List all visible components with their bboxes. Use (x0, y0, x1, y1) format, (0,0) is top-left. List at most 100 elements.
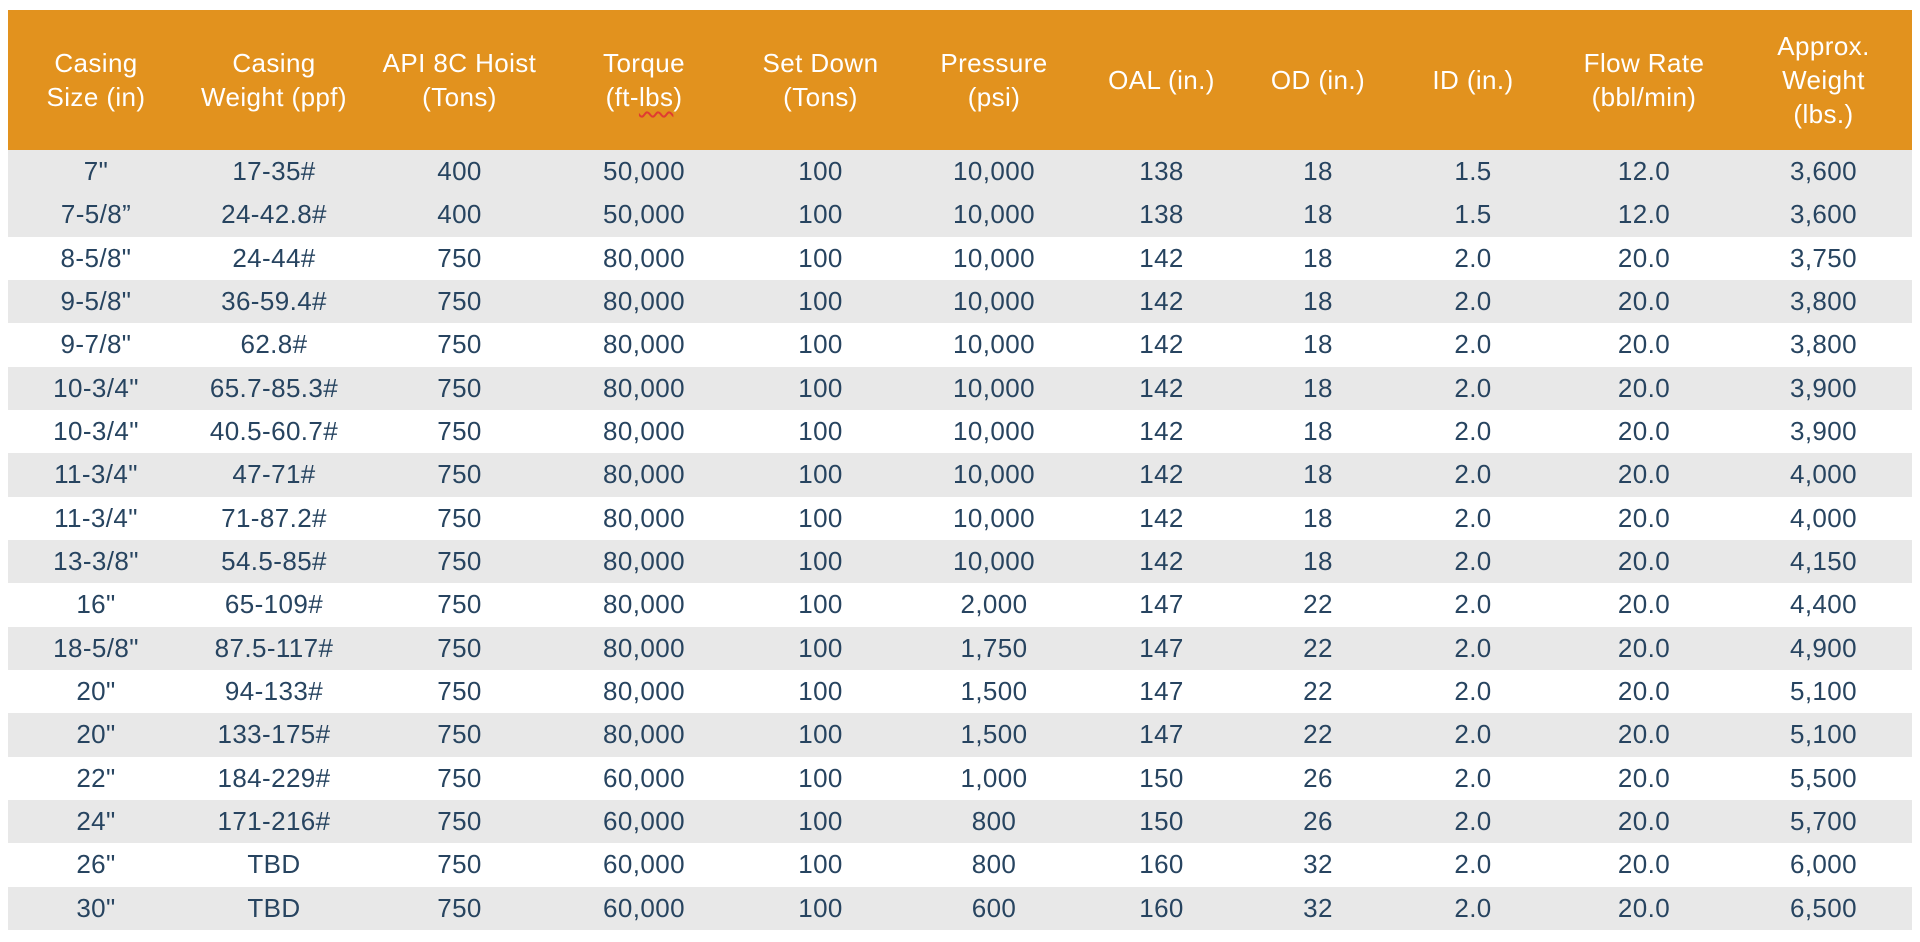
cell-casing-weight: TBD (184, 843, 364, 887)
cell-od: 18 (1243, 409, 1393, 454)
cell-od: 18 (1243, 150, 1393, 194)
cell-casing-weight: 65.7-85.3# (184, 366, 364, 410)
cell-approx-weight: 3,800 (1735, 323, 1912, 367)
cell-torque: 80,000 (555, 539, 733, 584)
column-header-line: API 8C Hoist (382, 48, 537, 78)
cell-casing-size: 13-3/8" (8, 539, 184, 584)
cell-torque: 60,000 (555, 886, 733, 930)
cell-casing-weight: 24-44# (184, 236, 364, 280)
cell-approx-weight: 6,000 (1735, 843, 1912, 887)
cell-set-down: 100 (733, 799, 908, 844)
cell-id: 2.0 (1393, 886, 1553, 930)
cell-set-down: 100 (733, 583, 908, 627)
table-row: 9-7/8" 62.8# 750 80,000 100 10,000 142 18 2.0 20.… (8, 323, 1912, 367)
table-row: 30" TBD 750 60,000 100 600 160 32 2.0 20.0 6,500 (8, 886, 1912, 930)
spellcheck-underlined-word: lbs (638, 82, 674, 112)
column-header-line: (bbl/min) (1591, 82, 1697, 112)
cell-od: 22 (1243, 583, 1393, 627)
cell-set-down: 100 (733, 193, 908, 237)
cell-set-down: 100 (733, 843, 908, 887)
cell-api-8c-hoist: 400 (364, 193, 555, 237)
cell-set-down: 100 (733, 323, 908, 367)
cell-set-down: 100 (733, 626, 908, 670)
cell-set-down: 100 (733, 669, 908, 714)
cell-id: 2.0 (1393, 453, 1553, 497)
cell-casing-size: 20" (8, 669, 184, 714)
cell-flow-rate: 20.0 (1553, 843, 1735, 887)
cell-pressure: 10,000 (908, 279, 1080, 324)
column-header-line: (ft-lbs) (605, 82, 683, 112)
cell-torque: 80,000 (555, 583, 733, 627)
cell-od: 22 (1243, 626, 1393, 670)
cell-flow-rate: 20.0 (1553, 453, 1735, 497)
cell-set-down: 100 (733, 713, 908, 757)
cell-api-8c-hoist: 750 (364, 323, 555, 367)
cell-oal: 142 (1080, 539, 1243, 584)
cell-api-8c-hoist: 750 (364, 496, 555, 540)
cell-flow-rate: 20.0 (1553, 756, 1735, 800)
table-row: 22" 184-229# 750 60,000 100 1,000 150 26 2.0 20.0… (8, 756, 1912, 800)
column-header-set-down: Set Down (Tons) (733, 10, 908, 150)
cell-pressure: 10,000 (908, 409, 1080, 454)
cell-id: 2.0 (1393, 496, 1553, 540)
cell-casing-size: 9-7/8" (8, 323, 184, 367)
cell-casing-weight: 40.5-60.7# (184, 409, 364, 454)
cell-casing-weight: 171-216# (184, 799, 364, 844)
cell-casing-size: 10-3/4" (8, 409, 184, 454)
cell-od: 32 (1243, 886, 1393, 930)
cell-flow-rate: 12.0 (1553, 150, 1735, 194)
cell-approx-weight: 3,900 (1735, 409, 1912, 454)
cell-torque: 80,000 (555, 323, 733, 367)
cell-api-8c-hoist: 750 (364, 539, 555, 584)
cell-id: 2.0 (1393, 323, 1553, 367)
cell-api-8c-hoist: 750 (364, 756, 555, 800)
cell-id: 2.0 (1393, 713, 1553, 757)
cell-approx-weight: 4,400 (1735, 583, 1912, 627)
column-header-line: (Tons) (422, 82, 497, 112)
cell-oal: 150 (1080, 756, 1243, 800)
cell-api-8c-hoist: 750 (364, 366, 555, 410)
cell-torque: 80,000 (555, 236, 733, 280)
cell-oal: 147 (1080, 713, 1243, 757)
cell-pressure: 10,000 (908, 496, 1080, 540)
cell-flow-rate: 20.0 (1553, 279, 1735, 324)
cell-torque: 80,000 (555, 453, 733, 497)
cell-torque: 60,000 (555, 756, 733, 800)
table-row: 7-5/8” 24-42.8# 400 50,000 100 10,000 138 18 1.5… (8, 193, 1912, 237)
column-header-line: Approx. (1777, 31, 1870, 61)
cell-id: 1.5 (1393, 150, 1553, 194)
cell-api-8c-hoist: 750 (364, 583, 555, 627)
cell-casing-weight: 36-59.4# (184, 279, 364, 324)
cell-approx-weight: 4,000 (1735, 453, 1912, 497)
cell-set-down: 100 (733, 496, 908, 540)
cell-approx-weight: 3,600 (1735, 150, 1912, 194)
cell-oal: 142 (1080, 496, 1243, 540)
cell-set-down: 100 (733, 409, 908, 454)
cell-approx-weight: 4,150 (1735, 539, 1912, 584)
column-header-id: ID (in.) (1393, 10, 1553, 150)
cell-pressure: 10,000 (908, 366, 1080, 410)
cell-flow-rate: 20.0 (1553, 626, 1735, 670)
cell-id: 2.0 (1393, 669, 1553, 714)
cell-id: 2.0 (1393, 409, 1553, 454)
cell-casing-size: 11-3/4" (8, 496, 184, 540)
cell-set-down: 100 (733, 453, 908, 497)
cell-torque: 80,000 (555, 279, 733, 324)
cell-id: 2.0 (1393, 843, 1553, 887)
cell-approx-weight: 6,500 (1735, 886, 1912, 930)
table-row: 26" TBD 750 60,000 100 800 160 32 2.0 20.0 6,000 (8, 843, 1912, 887)
cell-od: 26 (1243, 756, 1393, 800)
cell-flow-rate: 20.0 (1553, 583, 1735, 627)
cell-flow-rate: 20.0 (1553, 323, 1735, 367)
cell-oal: 150 (1080, 799, 1243, 844)
cell-pressure: 1,500 (908, 669, 1080, 714)
cell-torque: 80,000 (555, 366, 733, 410)
cell-set-down: 100 (733, 539, 908, 584)
cell-pressure: 1,000 (908, 756, 1080, 800)
cell-id: 2.0 (1393, 539, 1553, 584)
cell-oal: 142 (1080, 323, 1243, 367)
cell-torque: 80,000 (555, 669, 733, 714)
cell-approx-weight: 5,100 (1735, 713, 1912, 757)
cell-casing-weight: 94-133# (184, 669, 364, 714)
